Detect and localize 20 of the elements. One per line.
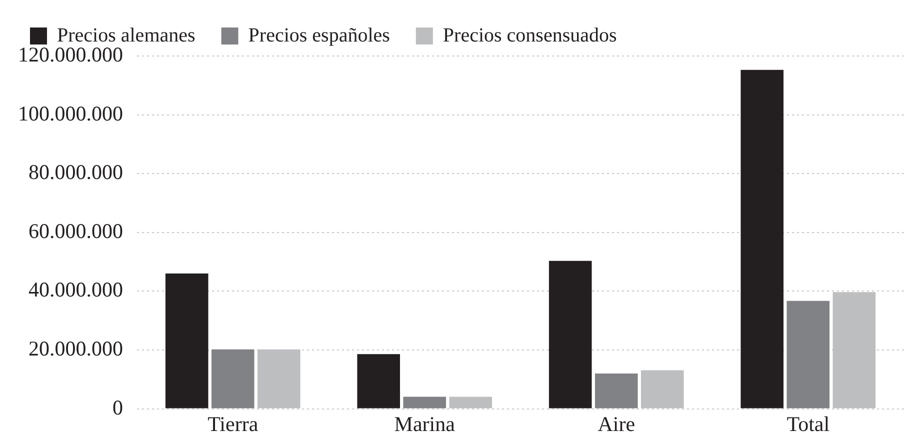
bar <box>403 396 446 408</box>
bar <box>165 274 208 408</box>
bar <box>548 260 592 408</box>
y-tick-label: 40.000.000 <box>28 278 123 302</box>
bar <box>740 70 784 408</box>
legend-label: Precios consensuados <box>442 24 617 46</box>
y-tick-label: 0 <box>112 395 123 420</box>
y-tick-label: 100.000.000 <box>18 101 123 126</box>
y-tick-label: 60.000.000 <box>28 218 123 243</box>
bar <box>786 300 830 408</box>
x-tick-label: Tierra <box>208 412 259 436</box>
bar <box>211 349 254 408</box>
legend-label: Precios españoles <box>248 24 390 46</box>
bar <box>357 354 400 408</box>
y-tick-label: 80.000.000 <box>28 160 123 184</box>
bar <box>594 374 638 408</box>
x-tick-label: Marina <box>394 412 456 436</box>
y-tick-label: 20.000.000 <box>28 336 123 361</box>
x-tick-label: Total <box>786 412 830 436</box>
x-tick-label: Aire <box>598 412 636 436</box>
